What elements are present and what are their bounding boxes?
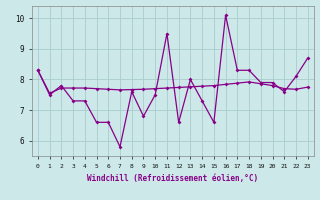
X-axis label: Windchill (Refroidissement éolien,°C): Windchill (Refroidissement éolien,°C)	[87, 174, 258, 183]
